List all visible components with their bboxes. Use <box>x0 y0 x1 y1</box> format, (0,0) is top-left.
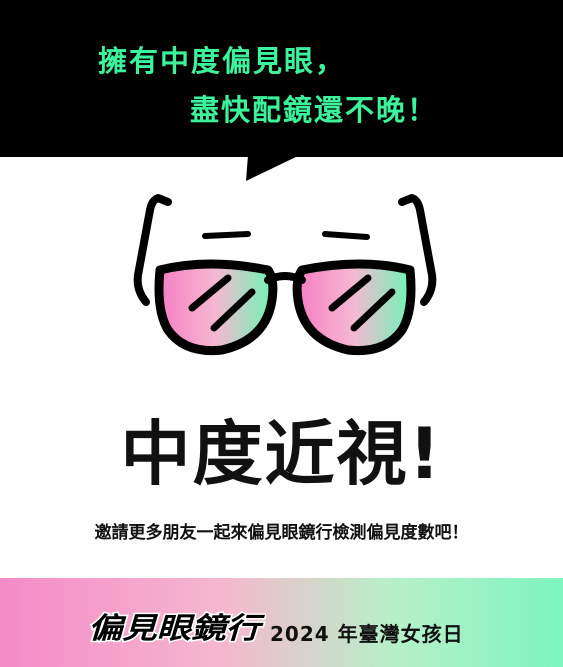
headline: 中度近視! <box>120 413 443 495</box>
bubble-line-1: 擁有中度偏見眼， <box>98 44 347 78</box>
sunglasses-icon <box>133 194 437 356</box>
invitation-text: 邀請更多朋友一起來偏見眼鏡行檢測偏見度數吧！ <box>94 523 469 543</box>
event-label: 2024 年臺灣女孩日 <box>270 622 464 646</box>
speech-bubble <box>0 0 563 157</box>
bubble-line-2: 盡快配鏡還不晚！ <box>190 93 439 127</box>
footer-banner <box>0 578 563 667</box>
brand-logo: 偏見眼鏡行 <box>87 610 267 647</box>
brand-logo-text: 偏見眼鏡行 <box>88 611 266 645</box>
